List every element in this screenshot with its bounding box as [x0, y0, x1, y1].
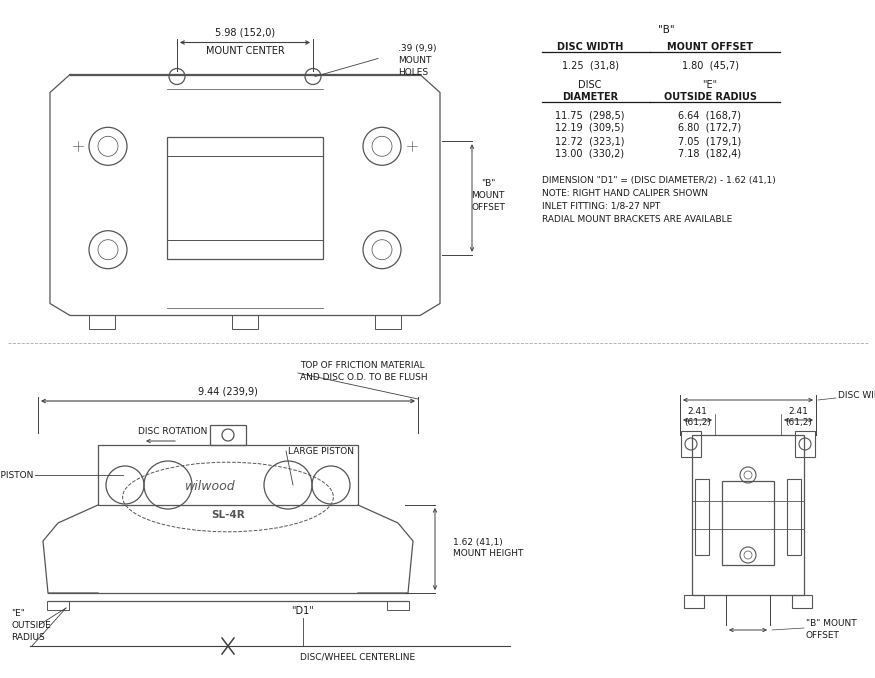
Text: RADIUS: RADIUS: [11, 633, 45, 641]
Text: "D1": "D1": [291, 606, 314, 616]
Bar: [795, 431, 815, 457]
Text: MOUNT OFFSET: MOUNT OFFSET: [667, 42, 753, 52]
Text: TOP OF FRICTION MATERIAL: TOP OF FRICTION MATERIAL: [300, 361, 424, 370]
Text: DIMENSION "D1" = (DISC DIAMETER/2) - 1.62 (41,1): DIMENSION "D1" = (DISC DIAMETER/2) - 1.6…: [542, 176, 776, 184]
Text: OUTSIDE RADIUS: OUTSIDE RADIUS: [663, 92, 757, 102]
Text: "B" MOUNT: "B" MOUNT: [806, 620, 857, 629]
Text: 11.75  (298,5): 11.75 (298,5): [556, 110, 625, 120]
Text: 7.05  (179,1): 7.05 (179,1): [678, 136, 742, 146]
Text: DISC/WHEEL CENTERLINE: DISC/WHEEL CENTERLINE: [300, 652, 416, 662]
Bar: [722, 481, 774, 565]
Text: OFFSET: OFFSET: [806, 631, 840, 641]
Text: 2.41: 2.41: [688, 407, 708, 416]
Text: INLET FITTING: 1/8-27 NPT: INLET FITTING: 1/8-27 NPT: [542, 201, 661, 210]
Text: 12.72  (323,1): 12.72 (323,1): [556, 136, 625, 146]
Bar: [167, 137, 323, 259]
Bar: [89, 315, 115, 329]
Text: 9.44 (239,9): 9.44 (239,9): [198, 387, 258, 397]
Bar: [684, 595, 704, 608]
Bar: [787, 479, 801, 555]
Text: 1.80  (45,7): 1.80 (45,7): [682, 60, 738, 70]
Text: OFFSET: OFFSET: [471, 203, 505, 212]
Text: NOTE: RIGHT HAND CALIPER SHOWN: NOTE: RIGHT HAND CALIPER SHOWN: [542, 188, 708, 197]
Text: 1.62 (41,1): 1.62 (41,1): [453, 538, 503, 546]
Bar: [375, 315, 401, 329]
Text: 12.19  (309,5): 12.19 (309,5): [556, 123, 625, 133]
Bar: [98, 445, 358, 505]
Text: OUTSIDE: OUTSIDE: [11, 620, 51, 629]
Text: .39 (9,9): .39 (9,9): [398, 44, 437, 53]
Bar: [681, 431, 701, 457]
Bar: [47, 601, 69, 610]
Text: DISC ROTATION: DISC ROTATION: [138, 426, 207, 435]
Text: MOUNT HEIGHT: MOUNT HEIGHT: [453, 549, 523, 559]
Text: MOUNT: MOUNT: [472, 191, 505, 201]
Text: 6.80  (172,7): 6.80 (172,7): [678, 123, 742, 133]
Text: 13.00  (330,2): 13.00 (330,2): [556, 149, 625, 159]
Text: HOLES: HOLES: [398, 68, 428, 77]
Text: 6.64  (168,7): 6.64 (168,7): [678, 110, 741, 120]
Bar: [792, 595, 812, 608]
Bar: [232, 315, 258, 329]
Text: (61,2): (61,2): [785, 418, 812, 428]
Text: DISC WIDTH: DISC WIDTH: [556, 42, 623, 52]
Text: AND DISC O.D. TO BE FLUSH: AND DISC O.D. TO BE FLUSH: [300, 372, 428, 382]
Text: 7.18  (182,4): 7.18 (182,4): [678, 149, 742, 159]
Bar: [692, 435, 804, 595]
Bar: [210, 425, 246, 445]
Text: DIAMETER: DIAMETER: [562, 92, 618, 102]
Text: 5.98 (152,0): 5.98 (152,0): [215, 28, 275, 37]
Text: DISC WIDTH: DISC WIDTH: [838, 391, 875, 401]
Text: "B": "B": [658, 25, 675, 35]
Bar: [695, 479, 709, 555]
Text: "B": "B": [481, 180, 495, 188]
Text: (61,2): (61,2): [684, 418, 711, 428]
Text: SL-4R: SL-4R: [211, 510, 245, 520]
Bar: [387, 601, 409, 610]
Text: DISC: DISC: [578, 80, 602, 90]
Text: LARGE PISTON: LARGE PISTON: [288, 447, 354, 456]
Text: "E": "E": [11, 608, 24, 618]
Text: wilwood: wilwood: [185, 481, 235, 494]
Text: "E": "E": [703, 80, 717, 90]
Text: 2.41: 2.41: [788, 407, 808, 416]
Text: MOUNT: MOUNT: [398, 56, 431, 65]
Text: MOUNT CENTER: MOUNT CENTER: [206, 45, 284, 56]
Text: SMALL PISTON: SMALL PISTON: [0, 471, 33, 479]
Text: RADIAL MOUNT BRACKETS ARE AVAILABLE: RADIAL MOUNT BRACKETS ARE AVAILABLE: [542, 214, 732, 224]
Text: 1.25  (31,8): 1.25 (31,8): [562, 60, 619, 70]
